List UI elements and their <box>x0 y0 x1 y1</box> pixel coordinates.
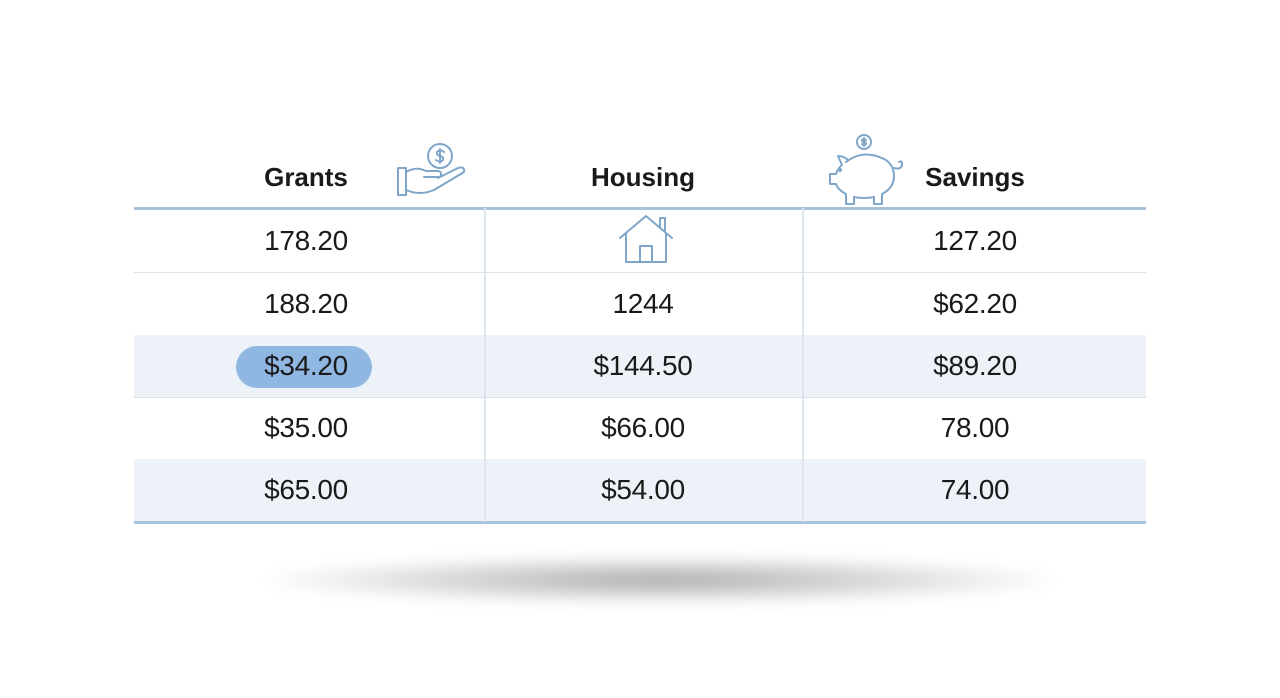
highlight-pill <box>236 346 372 388</box>
column-divider <box>484 208 486 522</box>
header-rule <box>134 207 1146 210</box>
table-cell: 127.20 <box>933 225 1017 256</box>
table-cell: $54.00 <box>601 474 685 505</box>
column-header: Savings <box>925 162 1025 192</box>
table-row <box>134 208 1146 273</box>
table-cell: $65.00 <box>264 474 348 505</box>
bottom-rule <box>134 521 1146 524</box>
table-cell: 74.00 <box>940 474 1010 505</box>
table-shadow <box>260 555 1060 605</box>
table-cell: $144.50 <box>593 350 693 381</box>
table-cell: $35.00 <box>264 412 348 443</box>
table-cell: $66.00 <box>601 412 685 443</box>
table-cell: 1244 <box>612 288 674 319</box>
housing-icon <box>619 215 673 263</box>
column-divider <box>802 208 804 522</box>
table-cell: $34.20 <box>264 350 348 381</box>
table-row <box>134 459 1146 522</box>
savings-icon <box>829 134 903 205</box>
budget-table: Grants 178.20 188.20 $34.20 $35.00 $65.00 Hous… <box>134 134 1146 524</box>
table-cell: $62.20 <box>933 288 1017 319</box>
column-header: Grants <box>264 162 348 192</box>
grants-icon <box>397 143 466 196</box>
column-header: Housing <box>591 162 695 192</box>
table-cell: 78.00 <box>940 412 1010 443</box>
table-cell: 178.20 <box>264 225 348 256</box>
table-cell: $89.20 <box>933 350 1017 381</box>
table-cell: 188.20 <box>264 288 348 319</box>
